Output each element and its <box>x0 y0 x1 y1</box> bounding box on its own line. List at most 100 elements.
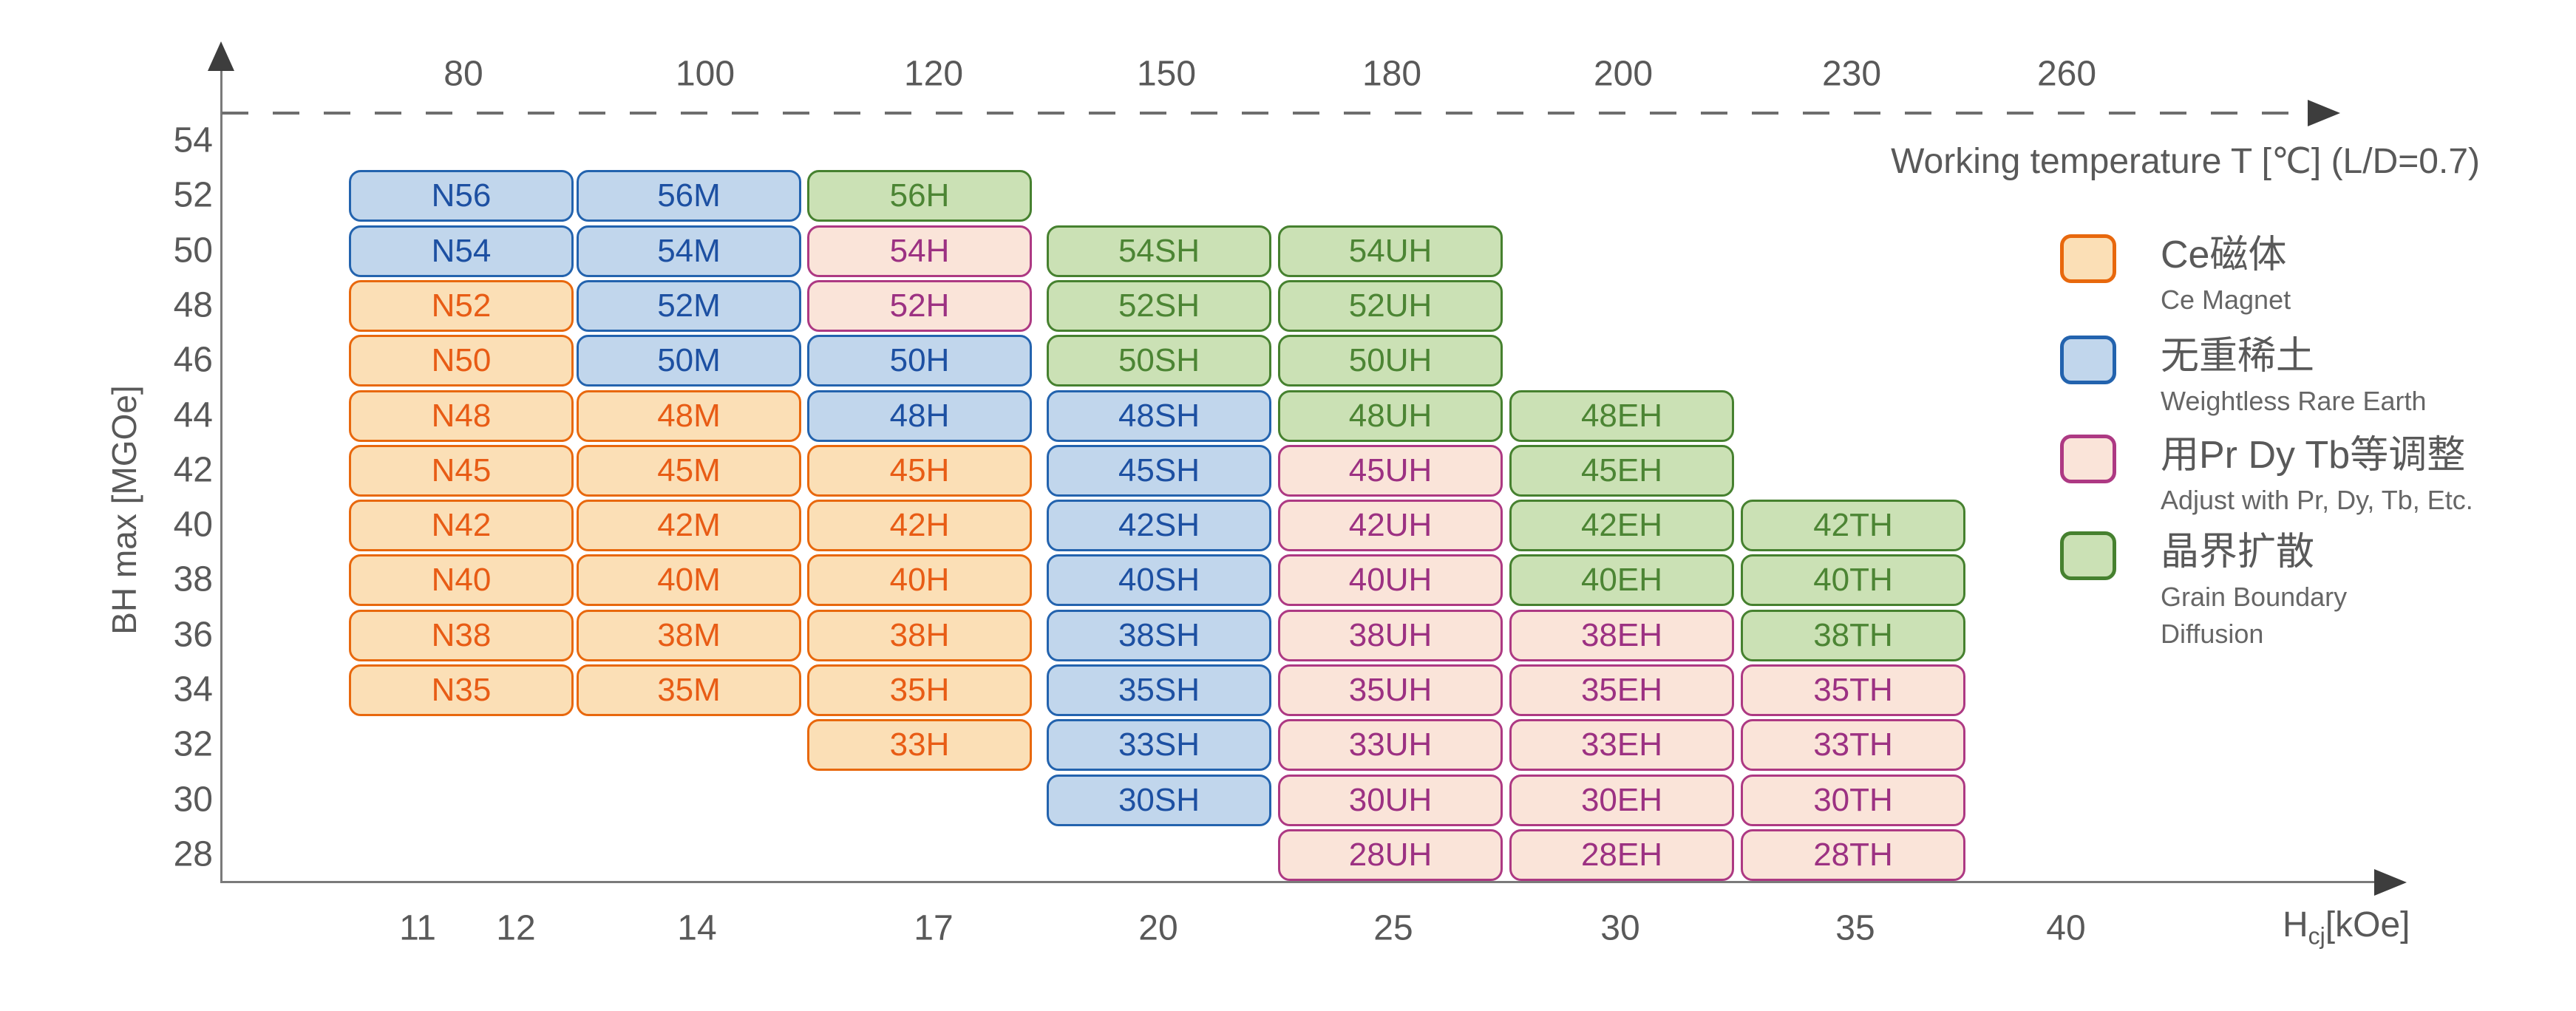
grade-cell-N40: N40 <box>349 554 574 607</box>
grade-cell-48EH: 48EH <box>1509 389 1734 442</box>
grade-cell-35TH: 35TH <box>1741 664 1965 716</box>
grade-cell-42EH: 42EH <box>1509 500 1734 552</box>
x-top-tick-label: 150 <box>1136 54 1197 94</box>
legend-label-en: Weightless Rare Earth <box>2161 386 2427 416</box>
y-tick-label: 54 <box>173 120 213 160</box>
grade-cell-33TH: 33TH <box>1741 719 1965 772</box>
legend-swatch-ce-magnet <box>2060 234 2116 283</box>
grade-cell-52SH: 52SH <box>1047 279 1271 332</box>
grade-cell-45UH: 45UH <box>1278 444 1503 497</box>
legend-swatch-adjust-pr-dy-tb <box>2060 435 2116 483</box>
x-bottom-tick-label: 17 <box>914 908 954 948</box>
legend-swatch-grain-boundary-diffusion <box>2060 531 2116 580</box>
y-tick-label: 28 <box>173 834 213 874</box>
grade-cell-52M: 52M <box>577 279 801 332</box>
grade-cell-35SH: 35SH <box>1047 664 1271 716</box>
grade-cell-45M: 45M <box>577 444 801 497</box>
legend-item-ce-magnet: Ce磁体 Ce Magnet <box>2060 234 2291 319</box>
x-bottom-tick-label: 25 <box>1373 908 1413 948</box>
grade-cell-35H: 35H <box>807 664 1032 716</box>
grade-cell-35EH: 35EH <box>1509 664 1734 716</box>
y-axis-line <box>220 68 222 882</box>
grade-cell-30SH: 30SH <box>1047 774 1271 826</box>
x-axis-title-sub: cj <box>2308 922 2325 950</box>
grade-cell-N48: N48 <box>349 389 574 442</box>
grade-cell-28UH: 28UH <box>1278 828 1503 881</box>
x-bottom-tick-label: 35 <box>1835 908 1875 948</box>
grade-cell-52H: 52H <box>807 279 1032 332</box>
grade-cell-48UH: 48UH <box>1278 389 1503 442</box>
grade-cell-33SH: 33SH <box>1047 719 1271 772</box>
x-top-tick-label: 230 <box>1821 54 1882 94</box>
x-top-tick-label: 80 <box>444 54 483 94</box>
grade-cell-N52: N52 <box>349 279 574 332</box>
grade-cell-56H: 56H <box>807 170 1032 222</box>
y-tick-label: 38 <box>173 559 213 599</box>
grade-cell-40H: 40H <box>807 554 1032 607</box>
grade-cell-33EH: 33EH <box>1509 719 1734 772</box>
x-bottom-tick-label: 12 <box>496 908 536 948</box>
grade-cell-38SH: 38SH <box>1047 609 1271 661</box>
grade-cell-50SH: 50SH <box>1047 335 1271 387</box>
grade-cell-35M: 35M <box>577 664 801 716</box>
y-tick-label: 52 <box>173 175 213 215</box>
grade-cell-54SH: 54SH <box>1047 225 1271 277</box>
temperature-axis-dashed-line <box>222 112 2308 115</box>
grade-cell-35UH: 35UH <box>1278 664 1503 716</box>
legend-item-grain-boundary-diffusion: 晶界扩散 Grain Boundary Diffusion <box>2060 531 2347 653</box>
grade-cell-N45: N45 <box>349 444 574 497</box>
grade-cell-30EH: 30EH <box>1509 774 1734 826</box>
grade-cell-38TH: 38TH <box>1741 609 1965 661</box>
grade-cell-N35: N35 <box>349 664 574 716</box>
grade-cell-N54: N54 <box>349 225 574 277</box>
x-axis-title-unit: [kOe] <box>2325 905 2410 944</box>
y-tick-label: 46 <box>173 340 213 380</box>
legend-label-zh: 无重稀土 <box>2161 335 2315 378</box>
grade-cell-45EH: 45EH <box>1509 444 1734 497</box>
grade-cell-50UH: 50UH <box>1278 335 1503 387</box>
legend-label-en: Grain Boundary Diffusion <box>2161 582 2348 649</box>
x-bottom-tick-label: 40 <box>2046 908 2086 948</box>
legend-item-adjust-pr-dy-tb: 用Pr Dy Tb等调整 Adjust with Pr, Dy, Tb, Etc… <box>2060 435 2473 519</box>
grade-cell-N56: N56 <box>349 170 574 222</box>
grade-cell-40SH: 40SH <box>1047 554 1271 607</box>
grade-cell-30UH: 30UH <box>1278 774 1503 826</box>
x-bottom-tick-label: 14 <box>677 908 717 948</box>
legend: Ce磁体 Ce Magnet 无重稀土 Weightless Rare Eart… <box>2060 0 2576 813</box>
grade-cell-28TH: 28TH <box>1741 828 1965 881</box>
y-tick-label: 40 <box>173 505 213 545</box>
grade-cell-48H: 48H <box>807 389 1032 442</box>
grade-cell-33UH: 33UH <box>1278 719 1503 772</box>
grade-cell-N50: N50 <box>349 335 574 387</box>
grade-cell-40UH: 40UH <box>1278 554 1503 607</box>
x-axis-title: Hcj[kOe] <box>2283 905 2410 950</box>
grade-cell-38EH: 38EH <box>1509 609 1734 661</box>
y-axis-title: BH max [MGOe] <box>105 385 143 635</box>
grade-cell-42TH: 42TH <box>1741 500 1965 552</box>
y-axis-arrow-icon <box>208 41 234 71</box>
temperature-axis-title: Working temperature T [℃] (L/D=0.7) <box>1891 142 2480 181</box>
grade-cell-48M: 48M <box>577 389 801 442</box>
legend-label-zh: 晶界扩散 <box>2161 531 2315 573</box>
grade-cell-42M: 42M <box>577 500 801 552</box>
grade-cell-54H: 54H <box>807 225 1032 277</box>
grade-cell-38H: 38H <box>807 609 1032 661</box>
grade-cell-40EH: 40EH <box>1509 554 1734 607</box>
y-tick-label: 36 <box>173 615 213 655</box>
legend-label-zh: 用Pr Dy Tb等调整 <box>2161 434 2466 477</box>
temperature-axis-arrow-icon <box>2308 100 2340 126</box>
y-tick-label: 48 <box>173 285 213 325</box>
grade-cell-38UH: 38UH <box>1278 609 1503 661</box>
y-tick-label: 42 <box>173 450 213 490</box>
x-top-tick-label: 200 <box>1593 54 1654 94</box>
x-bottom-tick-label: 30 <box>1600 908 1640 948</box>
grade-cell-38M: 38M <box>577 609 801 661</box>
legend-label-en: Adjust with Pr, Dy, Tb, Etc. <box>2161 485 2473 515</box>
x-axis-arrow-icon <box>2374 869 2407 896</box>
y-tick-label: 44 <box>173 395 213 435</box>
y-tick-label: 34 <box>173 670 213 709</box>
grade-cell-40TH: 40TH <box>1741 554 1965 607</box>
grade-cell-52UH: 52UH <box>1278 279 1503 332</box>
grade-cell-50M: 50M <box>577 335 801 387</box>
